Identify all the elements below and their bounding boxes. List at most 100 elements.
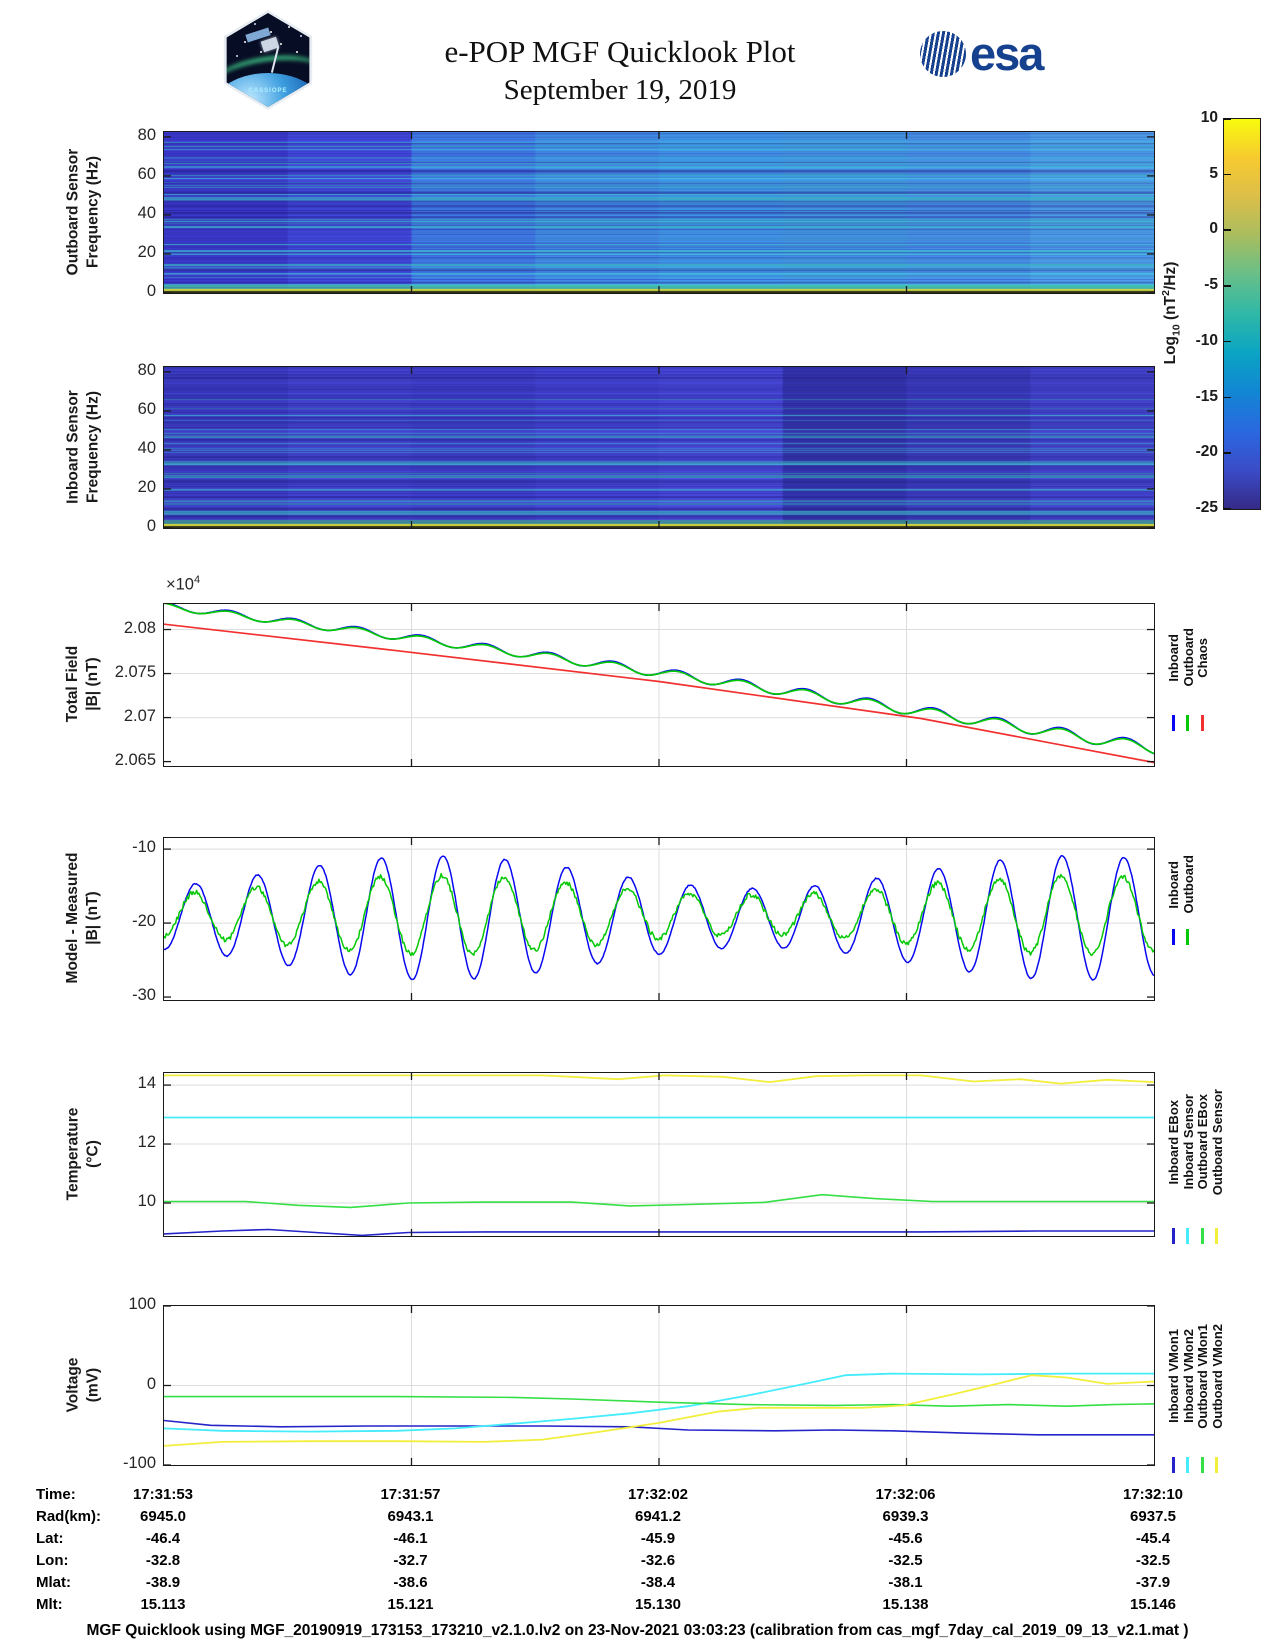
series-chaos bbox=[164, 623, 1154, 764]
colorbar-tick-mark bbox=[1224, 340, 1231, 343]
legend-entry-outboard-vmon2: Outboard VMon2 bbox=[1209, 1323, 1225, 1429]
total_field-plot bbox=[164, 604, 1154, 766]
bottom-value: 15.138 bbox=[882, 1596, 929, 1613]
series-inboard bbox=[164, 854, 1154, 981]
axis-label-line1: Inboard Sensor bbox=[64, 389, 81, 504]
colorbar-tick-mark bbox=[1224, 118, 1231, 120]
bottom-value: 17:32:06 bbox=[875, 1486, 936, 1503]
legend-entry-inboard-ebox: Inboard EBox bbox=[1166, 1099, 1181, 1185]
tick-label-total_field: 2.075 bbox=[114, 662, 156, 681]
bottom-value: 17:31:57 bbox=[380, 1486, 441, 1503]
legend-entry-outboard-vmon1: Outboard VMon1 bbox=[1195, 1323, 1210, 1429]
series-outboard-vmon1 bbox=[164, 1395, 1154, 1407]
page-title: e-POP MGF Quicklook Plot bbox=[444, 34, 796, 69]
axis-label-model_minus_measured: Model - Measured |B| (nT) bbox=[63, 837, 105, 999]
footer-provenance-text: MGF Quicklook using MGF_20190919_173153_… bbox=[86, 1622, 1189, 1639]
tick-label-model_minus_measured: -10 bbox=[132, 838, 156, 857]
colorbar-tick-label: 5 bbox=[1209, 164, 1218, 182]
bottom-value: 17:32:10 bbox=[1122, 1486, 1184, 1503]
tick-label-outboard_spectrogram: 60 bbox=[137, 164, 156, 183]
bottom-value: -45.6 bbox=[888, 1530, 923, 1547]
tick-label-voltage: -100 bbox=[122, 1454, 156, 1472]
panel-voltage bbox=[163, 1305, 1155, 1466]
bottom-value: 17:31:53 bbox=[132, 1486, 194, 1503]
panel-outboard_spectrogram bbox=[163, 131, 1155, 294]
legend-marks-total_field bbox=[1160, 715, 1270, 731]
bottom-value: -32.5 bbox=[1135, 1552, 1171, 1569]
legend-mark-chaos bbox=[1200, 715, 1204, 731]
legend-mark-outboard-vmon1 bbox=[1200, 1457, 1204, 1473]
axis-label-line2: Frequency (Hz) bbox=[84, 390, 101, 503]
tick-label-total_field: 2.07 bbox=[123, 706, 156, 725]
tick-label-outboard_spectrogram: 40 bbox=[137, 203, 156, 222]
voltage-plot bbox=[164, 1306, 1154, 1465]
series-outboard bbox=[164, 872, 1154, 957]
legend-mark-inboard bbox=[1171, 929, 1175, 945]
legend-entry-outboard-sensor: Outboard Sensor bbox=[1209, 1088, 1225, 1196]
bottom-value: 6941.2 bbox=[635, 1508, 681, 1525]
colorbar bbox=[1223, 118, 1261, 510]
bottom-value: -32.8 bbox=[145, 1552, 181, 1569]
bottom-value: 6937.5 bbox=[1130, 1508, 1176, 1525]
esa-globe-icon bbox=[920, 31, 966, 77]
bottom-value: 15.130 bbox=[635, 1596, 681, 1613]
esa-logo: esa bbox=[920, 27, 1070, 81]
cassiope-label: CASSIOPE bbox=[248, 88, 288, 94]
bottom-row-label: Mlat: bbox=[36, 1574, 71, 1591]
legend-marks-model_minus_measured bbox=[1160, 929, 1270, 945]
legend-voltage: Inboard VMon1 Inboard VMon2 Outboard VMon1… bbox=[1160, 1300, 1270, 1452]
bottom-value: -45.4 bbox=[1135, 1530, 1171, 1547]
cassiope-mission-patch: CASSIOPE bbox=[221, 10, 315, 110]
tick-label-voltage: 100 bbox=[128, 1295, 156, 1313]
tick-label-total_field: 2.065 bbox=[114, 750, 156, 769]
legend-mark-inboard bbox=[1171, 715, 1175, 731]
series-outboard-vmon2 bbox=[164, 1374, 1154, 1447]
axis-label-line1: Voltage bbox=[64, 1357, 81, 1412]
bottom-value: -32.5 bbox=[888, 1552, 923, 1569]
axis-label-line2: Frequency (Hz) bbox=[84, 155, 101, 268]
legend-mark-outboard-ebox bbox=[1200, 1228, 1204, 1244]
legend-mark-inboard-vmon2 bbox=[1186, 1457, 1190, 1473]
bottom-value: -45.9 bbox=[640, 1530, 676, 1547]
axis-label-line2: |B| (nT) bbox=[84, 657, 101, 711]
colorbar-tick-mark bbox=[1224, 229, 1231, 231]
axis-label-line1: Total Field bbox=[64, 645, 81, 723]
legend-mark-outboard-sensor bbox=[1215, 1228, 1219, 1244]
legend-mark-inboard-sensor bbox=[1186, 1228, 1190, 1244]
tick-label-inboard_spectrogram: 40 bbox=[137, 438, 156, 457]
tick-label-inboard_spectrogram: 60 bbox=[137, 399, 156, 418]
legend-entry-inboard: Inboard bbox=[1166, 860, 1181, 909]
bottom-value: -38.9 bbox=[145, 1574, 181, 1591]
colorbar-tick-label: -5 bbox=[1204, 276, 1218, 294]
axis-label-outboard_spectrogram: Outboard Sensor Frequency (Hz) bbox=[63, 131, 105, 292]
tick-label-temperature: 12 bbox=[137, 1133, 156, 1152]
legend-entry-outboard: Outboard bbox=[1180, 628, 1196, 687]
tick-label-temperature: 10 bbox=[137, 1191, 156, 1210]
colorbar-tick-label: -10 bbox=[1195, 331, 1218, 349]
bottom-value: 15.146 bbox=[1130, 1596, 1176, 1613]
bottom-value: 6943.1 bbox=[387, 1508, 434, 1525]
series-inboard-vmon2 bbox=[164, 1372, 1154, 1433]
bottom-value: -46.4 bbox=[145, 1530, 181, 1547]
axis-label-line2: (mV) bbox=[84, 1367, 101, 1402]
bottom-value: 6939.3 bbox=[882, 1508, 929, 1525]
colorbar-tick-label: -25 bbox=[1195, 499, 1218, 516]
colorbar-tick-label: 10 bbox=[1200, 109, 1218, 126]
legend-temperature: Inboard EBox Inboard Sensor Outboard EBox O… bbox=[1160, 1062, 1270, 1222]
legend-mark-outboard-vmon2 bbox=[1215, 1457, 1219, 1473]
legend-mark-inboard-vmon1 bbox=[1171, 1457, 1175, 1473]
bottom-value: -37.9 bbox=[1135, 1574, 1171, 1591]
legend-entry-chaos: Chaos bbox=[1195, 637, 1210, 678]
panel-model_minus_measured bbox=[163, 837, 1155, 1001]
bottom-row-label: Lat: bbox=[36, 1530, 64, 1547]
legend-entry-outboard: Outboard bbox=[1180, 855, 1196, 914]
bottom-row-label: Lon: bbox=[36, 1552, 69, 1569]
colorbar-tick-label: -15 bbox=[1195, 387, 1218, 405]
bottom-row-label: Time: bbox=[36, 1486, 76, 1503]
axis-label-line1: Temperature bbox=[64, 1107, 81, 1200]
tick-label-model_minus_measured: -30 bbox=[132, 986, 156, 1005]
tick-label-model_minus_measured: -20 bbox=[132, 912, 156, 931]
tick-label-outboard_spectrogram: 80 bbox=[137, 125, 156, 144]
legend-entry-inboard-sensor: Inboard Sensor bbox=[1180, 1094, 1196, 1190]
tick-label-outboard_spectrogram: 0 bbox=[146, 282, 156, 300]
